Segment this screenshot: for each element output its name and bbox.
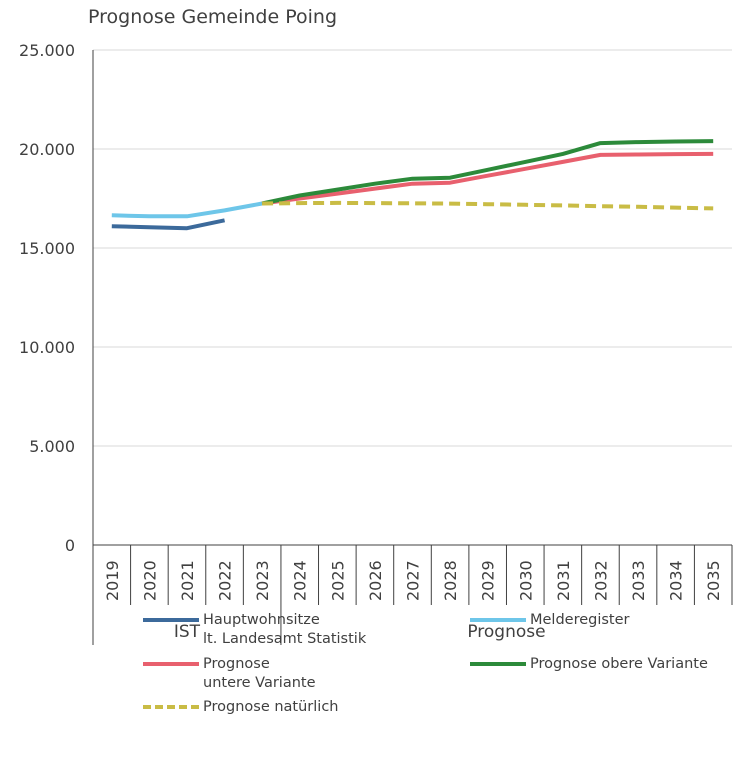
x-tick-label: 2031 bbox=[554, 560, 573, 601]
group-label: Prognose bbox=[467, 622, 545, 642]
y-tick-label: 0 bbox=[65, 536, 75, 555]
x-tick-label: 2034 bbox=[667, 560, 686, 601]
x-tick-label: 2020 bbox=[140, 560, 159, 601]
x-tick-label: 2021 bbox=[178, 560, 197, 601]
legend-swatch bbox=[143, 698, 199, 712]
x-tick-label: 2024 bbox=[291, 560, 310, 601]
legend-swatch bbox=[143, 655, 199, 669]
legend-label: Melderegister bbox=[530, 612, 630, 628]
legend-swatch bbox=[143, 611, 199, 625]
y-tick-label: 25.000 bbox=[19, 41, 75, 60]
x-tick-label: 2030 bbox=[516, 560, 535, 601]
legend-item: Melderegister bbox=[470, 611, 630, 630]
legend-item: Prognose natürlich bbox=[143, 698, 338, 717]
x-tick-label: 2019 bbox=[103, 560, 122, 601]
x-tick-label: 2033 bbox=[629, 560, 648, 601]
x-tick-label: 2022 bbox=[216, 560, 235, 601]
legend-item: Prognose obere Variante bbox=[470, 655, 708, 674]
legend-swatch bbox=[470, 611, 526, 625]
series-line bbox=[111, 201, 263, 219]
series-line bbox=[262, 200, 714, 211]
legend-item: Prognose untere Variante bbox=[143, 655, 316, 693]
series-line bbox=[261, 151, 714, 206]
legend-swatch bbox=[470, 655, 526, 669]
legend-label: Prognose natürlich bbox=[203, 699, 339, 715]
y-tick-label: 15.000 bbox=[19, 239, 75, 258]
legend-item: Hauptwohnsitze lt. Landesamt Statistik bbox=[143, 611, 366, 649]
y-tick-label: 20.000 bbox=[19, 140, 75, 159]
legend-label: Prognose untere Variante bbox=[203, 656, 316, 691]
chart-title: Prognose Gemeinde Poing bbox=[88, 6, 338, 28]
x-tick-label: 2035 bbox=[704, 560, 723, 601]
x-tick-label: 2025 bbox=[328, 560, 347, 601]
legend-label: Hauptwohnsitze lt. Landesamt Statistik bbox=[203, 612, 367, 647]
series-line bbox=[111, 218, 226, 231]
series-line bbox=[261, 139, 714, 206]
y-tick-label: 10.000 bbox=[19, 338, 75, 357]
group-label: IST bbox=[174, 622, 201, 642]
y-tick-label: 5.000 bbox=[29, 437, 75, 456]
x-tick-label: 2032 bbox=[591, 560, 610, 601]
x-tick-label: 2026 bbox=[366, 560, 385, 601]
x-tick-label: 2023 bbox=[253, 560, 272, 601]
legend-label: Prognose obere Variante bbox=[530, 656, 708, 672]
x-tick-label: 2027 bbox=[404, 560, 423, 601]
x-tick-label: 2029 bbox=[479, 560, 498, 601]
x-tick-label: 2028 bbox=[441, 560, 460, 601]
